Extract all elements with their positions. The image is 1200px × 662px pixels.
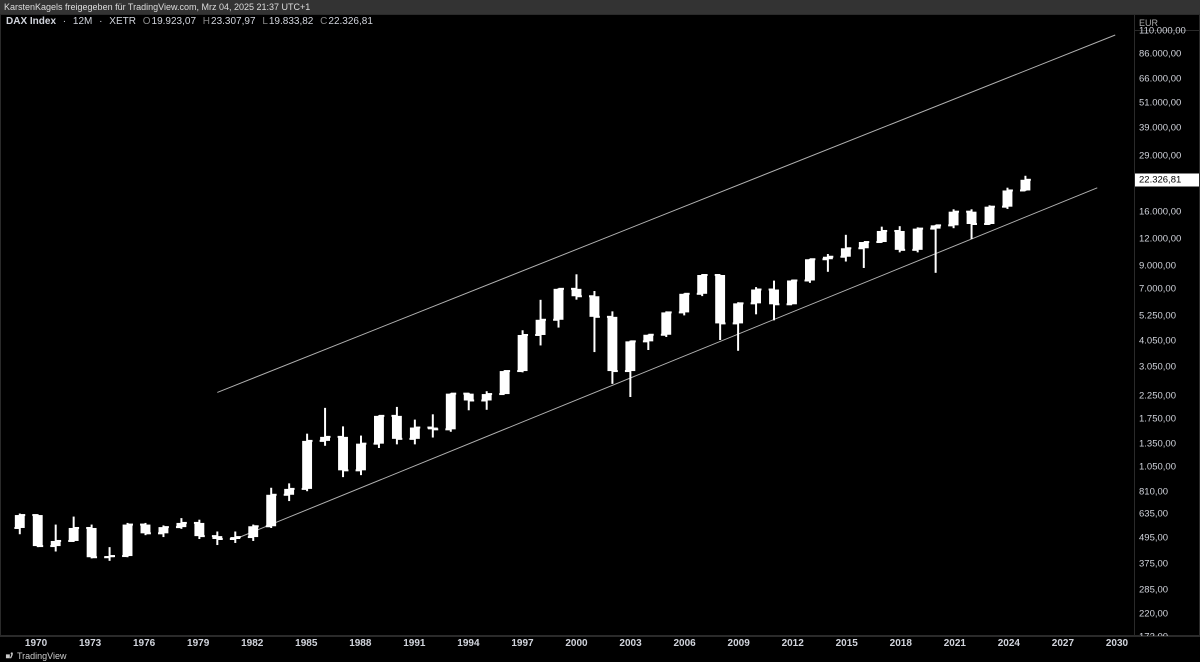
last-price-label: 22.326,81: [1135, 174, 1199, 187]
year-tick: 2000: [565, 638, 587, 649]
price-tick: 3.050,00: [1139, 362, 1176, 373]
year-tick: 2003: [619, 638, 641, 649]
price-tick: 2.250,00: [1139, 390, 1176, 401]
price-tick: 9.000,00: [1139, 260, 1176, 271]
chart-pane[interactable]: [0, 14, 1135, 636]
tradingview-watermark: TradingView: [0, 650, 1200, 662]
price-tick: 7.000,00: [1139, 284, 1176, 295]
price-tick: 39.000,00: [1139, 122, 1181, 133]
year-tick: 1979: [187, 638, 209, 649]
time-axis[interactable]: 1970 1973 1976 1979 1982 1985 1988 1991 1994 1997…: [0, 636, 1200, 650]
year-tick: 2024: [998, 638, 1020, 649]
price-tick: 16.000,00: [1139, 206, 1181, 217]
price-tick: 1.350,00: [1139, 438, 1176, 449]
year-tick: 2012: [782, 638, 804, 649]
price-tick: 1.050,00: [1139, 462, 1176, 473]
price-tick: 110.000,00: [1139, 25, 1186, 36]
year-tick: 2021: [944, 638, 966, 649]
price-tick: 1.750,00: [1139, 414, 1176, 425]
year-tick: 2009: [728, 638, 750, 649]
price-tick: 220,00: [1139, 608, 1168, 619]
year-tick: 1997: [511, 638, 533, 649]
price-tick: 12.000,00: [1139, 233, 1181, 244]
year-tick: 1985: [295, 638, 317, 649]
tradingview-logo-icon: [4, 651, 14, 661]
price-tick: 4.050,00: [1139, 335, 1176, 346]
price-tick: 375,00: [1139, 558, 1168, 569]
price-chart: [1, 15, 1134, 635]
year-tick: 2015: [836, 638, 858, 649]
year-tick: 1991: [403, 638, 425, 649]
price-tick: 495,00: [1139, 532, 1168, 543]
publisher-text: KarstenKagels freigegeben für TradingVie…: [4, 2, 310, 12]
year-tick: 1994: [457, 638, 479, 649]
price-tick: 66.000,00: [1139, 73, 1181, 84]
year-tick: 2030: [1106, 638, 1128, 649]
year-tick: 2027: [1052, 638, 1074, 649]
year-tick: 2006: [673, 638, 695, 649]
price-tick: 635,00: [1139, 509, 1168, 520]
publisher-bar: KarstenKagels freigegeben für TradingVie…: [0, 0, 1200, 14]
year-tick: 1988: [349, 638, 371, 649]
year-tick: 1973: [79, 638, 101, 649]
price-tick: 810,00: [1139, 486, 1168, 497]
price-axis[interactable]: EUR 110.000,0086.000,0066.000,0051.000,0…: [1135, 14, 1200, 636]
price-tick: 29.000,00: [1139, 150, 1181, 161]
year-tick: 1982: [241, 638, 263, 649]
price-tick: 5.250,00: [1139, 311, 1176, 322]
price-tick: 285,00: [1139, 584, 1168, 595]
year-tick: 2018: [890, 638, 912, 649]
price-tick: 86.000,00: [1139, 48, 1181, 59]
year-tick: 1976: [133, 638, 155, 649]
price-tick: 51.000,00: [1139, 97, 1181, 108]
year-tick: 1970: [25, 638, 47, 649]
